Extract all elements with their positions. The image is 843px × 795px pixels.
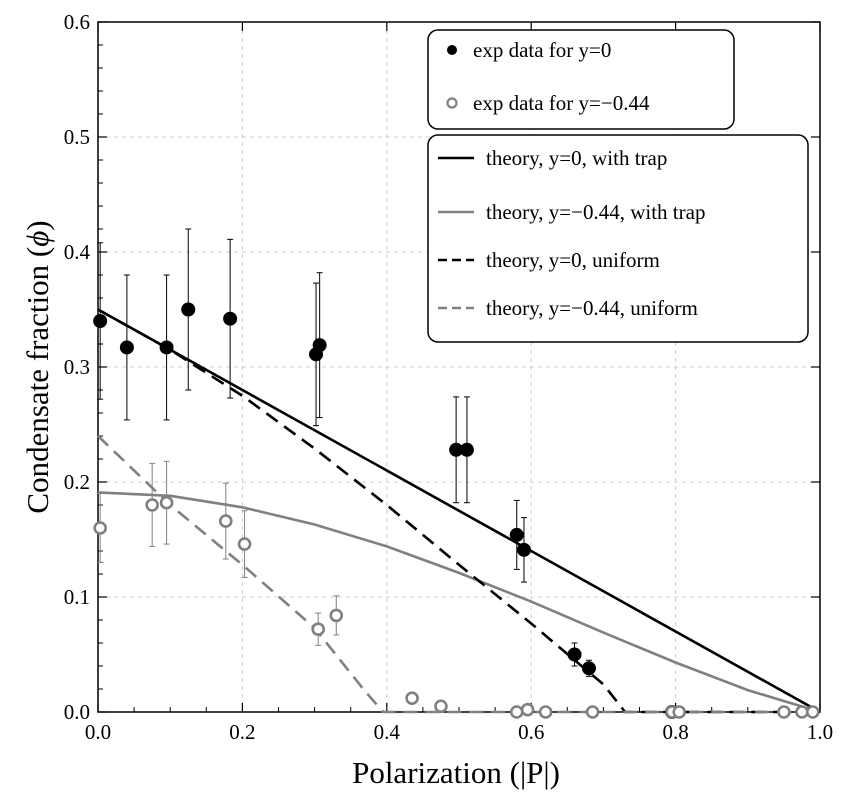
legend-marker <box>447 45 457 55</box>
legend-label: theory, y=−0.44, uniform <box>486 296 698 320</box>
legend-marker <box>446 97 458 109</box>
data-point <box>93 314 108 328</box>
data-point <box>405 691 419 706</box>
data-point <box>777 705 791 719</box>
legend-label: exp data for y=0 <box>473 38 611 62</box>
x-tick-label: 0.2 <box>229 720 255 744</box>
legend-label: theory, y=0, with trap <box>486 146 667 170</box>
data-point <box>119 340 134 355</box>
theory-line <box>97 491 821 714</box>
data-point <box>311 622 326 637</box>
data-point <box>449 442 464 457</box>
data-point <box>93 521 107 535</box>
x-tick-label: 1.0 <box>807 720 833 744</box>
theory-line <box>97 308 820 714</box>
data-point <box>159 340 174 355</box>
data-point <box>218 514 233 528</box>
y-axis-label: Condensate fraction (ϕ) <box>20 220 55 513</box>
y-tick-label: 0.1 <box>64 585 90 609</box>
data-point <box>672 705 687 719</box>
y-tick-label: 0.3 <box>64 355 90 379</box>
data-point <box>145 498 159 512</box>
legend-label: theory, y=−0.44, with trap <box>486 200 705 224</box>
data-point <box>581 661 596 676</box>
theory-line <box>97 308 821 714</box>
y-tick-label: 0.0 <box>64 700 90 724</box>
theory-lines <box>97 308 821 714</box>
data-point <box>434 699 448 714</box>
data-point <box>181 302 196 317</box>
data-point <box>223 311 238 326</box>
data-point <box>329 608 344 623</box>
legend-label: theory, y=0, uniform <box>486 248 660 272</box>
x-axis-label: Polarization (|P|) <box>352 755 560 790</box>
data-point <box>237 537 252 551</box>
data-point <box>795 705 809 719</box>
x-tick-label: 0.8 <box>662 720 688 744</box>
x-tick-label: 0.6 <box>518 720 544 744</box>
ticks: 0.0 0.2 0.4 0.6 0.8 1.0 0.0 0.1 0.2 0.3 0.4 0.5 0.6 <box>64 10 833 744</box>
data-point <box>538 705 553 719</box>
y-tick-label: 0.4 <box>64 240 91 264</box>
y-axis-label-prefix: Condensate fraction ( <box>20 247 55 514</box>
data-point <box>520 702 535 717</box>
data-point <box>159 495 174 510</box>
data-point <box>805 705 820 719</box>
data-point <box>509 705 524 719</box>
data-point <box>459 442 474 457</box>
x-tick-label: 0.4 <box>374 720 401 744</box>
data-point <box>516 542 531 557</box>
x-tick-label: 0.0 <box>85 720 111 744</box>
y-axis-label-suffix: ) <box>20 220 55 230</box>
data-point <box>509 527 524 542</box>
legend-box-exp <box>427 29 735 130</box>
legend: exp data for y=0 exp data for y=−0.44 theo… <box>427 29 809 343</box>
y-axis-label-symbol: ϕ <box>20 231 55 247</box>
legend-label: exp data for y=−0.44 <box>473 91 650 115</box>
data-point <box>585 705 600 719</box>
y-tick-label: 0.5 <box>64 125 90 149</box>
y-tick-label: 0.2 <box>64 470 90 494</box>
y-tick-label: 0.6 <box>64 10 90 34</box>
data-point <box>312 338 327 353</box>
legend-box-theory <box>427 134 809 343</box>
data-points <box>93 228 820 719</box>
data-point <box>567 647 582 662</box>
